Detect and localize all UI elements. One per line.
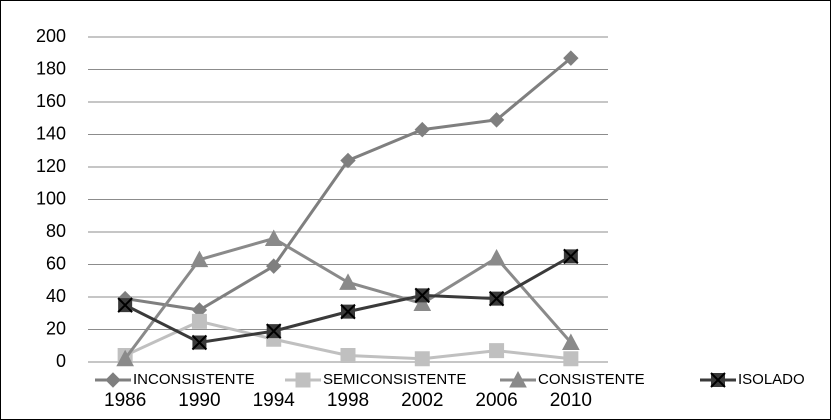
data-point: [414, 287, 430, 304]
data-point: [488, 112, 505, 128]
x-tick-label: 2010: [550, 390, 592, 411]
y-tick-label: 20: [46, 318, 66, 338]
x-tick-label: 2006: [475, 390, 517, 411]
legend-marker: [295, 372, 311, 388]
data-point: [116, 349, 134, 367]
y-tick-label: 40: [46, 286, 66, 306]
data-point: [340, 152, 356, 169]
data-point: [488, 290, 505, 307]
legend-marker: [105, 372, 121, 388]
data-point: [340, 348, 356, 363]
data-point: [191, 334, 208, 351]
legend-label: INCONSISTENTE: [133, 371, 255, 388]
x-tick-label: 2002: [401, 390, 443, 411]
data-point: [489, 343, 505, 359]
legend-label: ISOLADO: [738, 371, 805, 388]
data-point: [266, 323, 282, 339]
x-tick-label: 1986: [104, 390, 146, 411]
data-point: [414, 121, 430, 138]
y-tick-label: 120: [36, 156, 66, 176]
data-point: [563, 50, 579, 66]
x-tick-label: 1998: [327, 390, 369, 411]
legend-label: SEMICONSISTENTE: [323, 371, 466, 388]
data-point: [190, 250, 209, 268]
legend-marker: [509, 370, 527, 388]
y-tick-label: 140: [36, 123, 66, 143]
data-point: [264, 229, 283, 246]
y-tick-label: 0: [56, 351, 66, 371]
data-point: [413, 294, 432, 311]
y-tick-label: 60: [46, 253, 66, 273]
data-point: [117, 297, 133, 313]
y-tick-label: 200: [36, 26, 66, 46]
data-point: [562, 333, 580, 350]
data-point: [563, 351, 579, 367]
x-tick-label: 1994: [253, 390, 296, 411]
data-point: [414, 351, 430, 367]
y-tick-label: 160: [36, 91, 66, 111]
data-point: [191, 313, 207, 329]
data-point: [487, 248, 506, 266]
y-tick-label: 100: [36, 188, 66, 208]
data-point: [563, 248, 579, 265]
data-point: [340, 303, 356, 320]
y-tick-label: 80: [46, 221, 66, 241]
x-tick-label: 1990: [178, 390, 220, 411]
data-point: [266, 258, 282, 274]
legend-label: CONSISTENTE: [538, 371, 645, 388]
data-point: [339, 273, 357, 290]
y-tick-label: 180: [36, 58, 66, 78]
legend-marker: [710, 372, 726, 388]
